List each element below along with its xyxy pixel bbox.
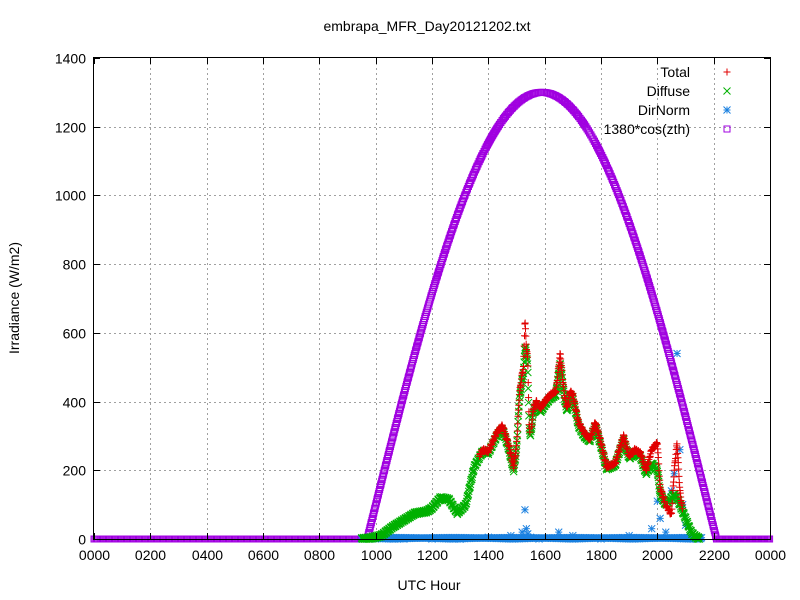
dirnorm-point [625, 531, 634, 540]
dirnorm-point [518, 528, 526, 536]
clearsky-point [489, 131, 497, 139]
x-tick-label: 1800 [586, 547, 617, 563]
dirnorm-point [673, 349, 681, 358]
y-axis-title: Irradiance (W/m2) [6, 242, 22, 354]
y-tick-label: 600 [63, 326, 87, 342]
x-tick-label: 0000 [755, 547, 786, 563]
legend-marker [723, 68, 731, 76]
x-tick-label: 1200 [417, 547, 448, 563]
dirnorm-point [554, 528, 563, 536]
y-tick-label: 800 [63, 257, 87, 273]
dirnorm-point [656, 514, 665, 523]
dirnorm-point [661, 528, 670, 536]
clearsky-point [510, 102, 518, 110]
series-total [476, 319, 686, 518]
data-layer [90, 88, 774, 543]
total-point [670, 473, 678, 481]
x-tick-label: 0600 [248, 547, 279, 563]
legend-label: Diffuse [647, 83, 691, 99]
clearsky-point [552, 92, 560, 100]
clearsky-point [589, 135, 597, 143]
legend-marker [723, 125, 731, 133]
x-tick-label: 1000 [361, 547, 392, 563]
clearsky-point [547, 90, 555, 98]
y-tick-label: 200 [63, 463, 87, 479]
clearsky-point [524, 92, 532, 100]
clearsky-point [520, 94, 528, 102]
dirnorm-point [568, 531, 577, 540]
y-tick-label: 1000 [55, 188, 86, 204]
clearsky-point [512, 100, 520, 108]
dirnorm-point [507, 531, 515, 540]
diffuse-point [463, 494, 471, 503]
clearsky-point [587, 131, 595, 139]
legend-item: 1380*cos(zth) [604, 121, 731, 137]
legend-label: 1380*cos(zth) [604, 121, 690, 137]
clearsky-point [571, 108, 579, 116]
clearsky-point [568, 104, 576, 112]
legend-marker [723, 106, 731, 114]
x-tick-label: 1600 [530, 547, 561, 563]
legend-item: Diffuse [647, 83, 731, 99]
clearsky-point [569, 106, 577, 114]
y-tick-label: 1400 [55, 51, 86, 67]
legend: Total Diffuse DirNorm 1380*cos(zth) [604, 64, 731, 137]
series-clearsky [90, 88, 774, 543]
legend-label: DirNorm [638, 102, 690, 118]
clearsky-point [566, 102, 574, 110]
y-tick-label: 1200 [55, 120, 86, 136]
y-tick-label: 400 [63, 395, 87, 411]
legend-marker [723, 87, 731, 95]
x-tick-label: 0200 [135, 547, 166, 563]
dirnorm-point [522, 524, 531, 533]
legend-item: Total [660, 64, 731, 80]
clearsky-point [555, 94, 563, 102]
total-point [522, 325, 530, 333]
legend-label: Total [660, 64, 690, 80]
legend-item: DirNorm [638, 102, 731, 118]
x-tick-label: 2200 [699, 547, 730, 563]
x-axis-title: UTC Hour [397, 577, 460, 593]
clearsky-point [508, 104, 516, 112]
clearsky-point [529, 90, 537, 98]
clearsky-point [487, 135, 495, 143]
x-tick-label: 2000 [642, 547, 673, 563]
total-point [522, 332, 530, 340]
clearsky-point [588, 133, 596, 141]
x-tick-label: 0800 [304, 547, 335, 563]
clearsky-point [488, 133, 496, 141]
clearsky-point [505, 108, 513, 116]
chart-title: embrapa_MFR_Day20121202.txt [323, 18, 530, 34]
dirnorm-point [521, 505, 529, 514]
dirnorm-point [647, 524, 656, 533]
total-point [524, 379, 532, 387]
x-tick-label: 0400 [192, 547, 223, 563]
x-tick-label: 0000 [79, 547, 110, 563]
clearsky-point [563, 100, 571, 108]
y-tick-label: 0 [78, 532, 86, 548]
x-tick-label: 1400 [473, 547, 504, 563]
clearsky-point [506, 106, 514, 114]
diffuse-point [466, 477, 475, 486]
